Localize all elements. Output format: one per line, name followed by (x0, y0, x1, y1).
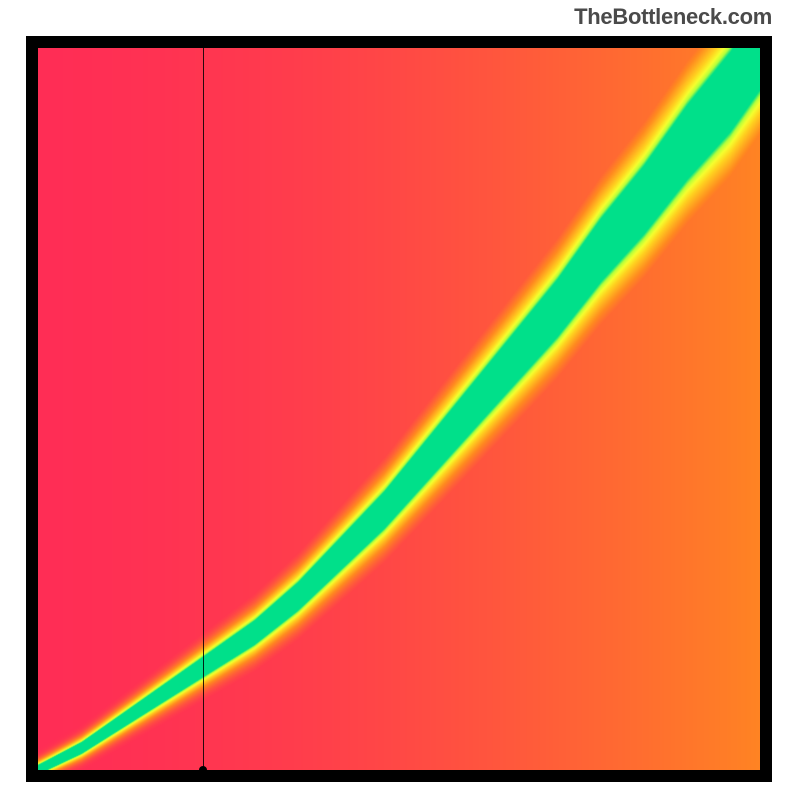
heatmap-canvas (38, 48, 760, 770)
chart-frame (26, 36, 772, 782)
marker-vertical-line (203, 48, 204, 770)
attribution-text: TheBottleneck.com (574, 4, 772, 30)
marker-dot (199, 766, 207, 774)
plot-area (38, 48, 760, 770)
